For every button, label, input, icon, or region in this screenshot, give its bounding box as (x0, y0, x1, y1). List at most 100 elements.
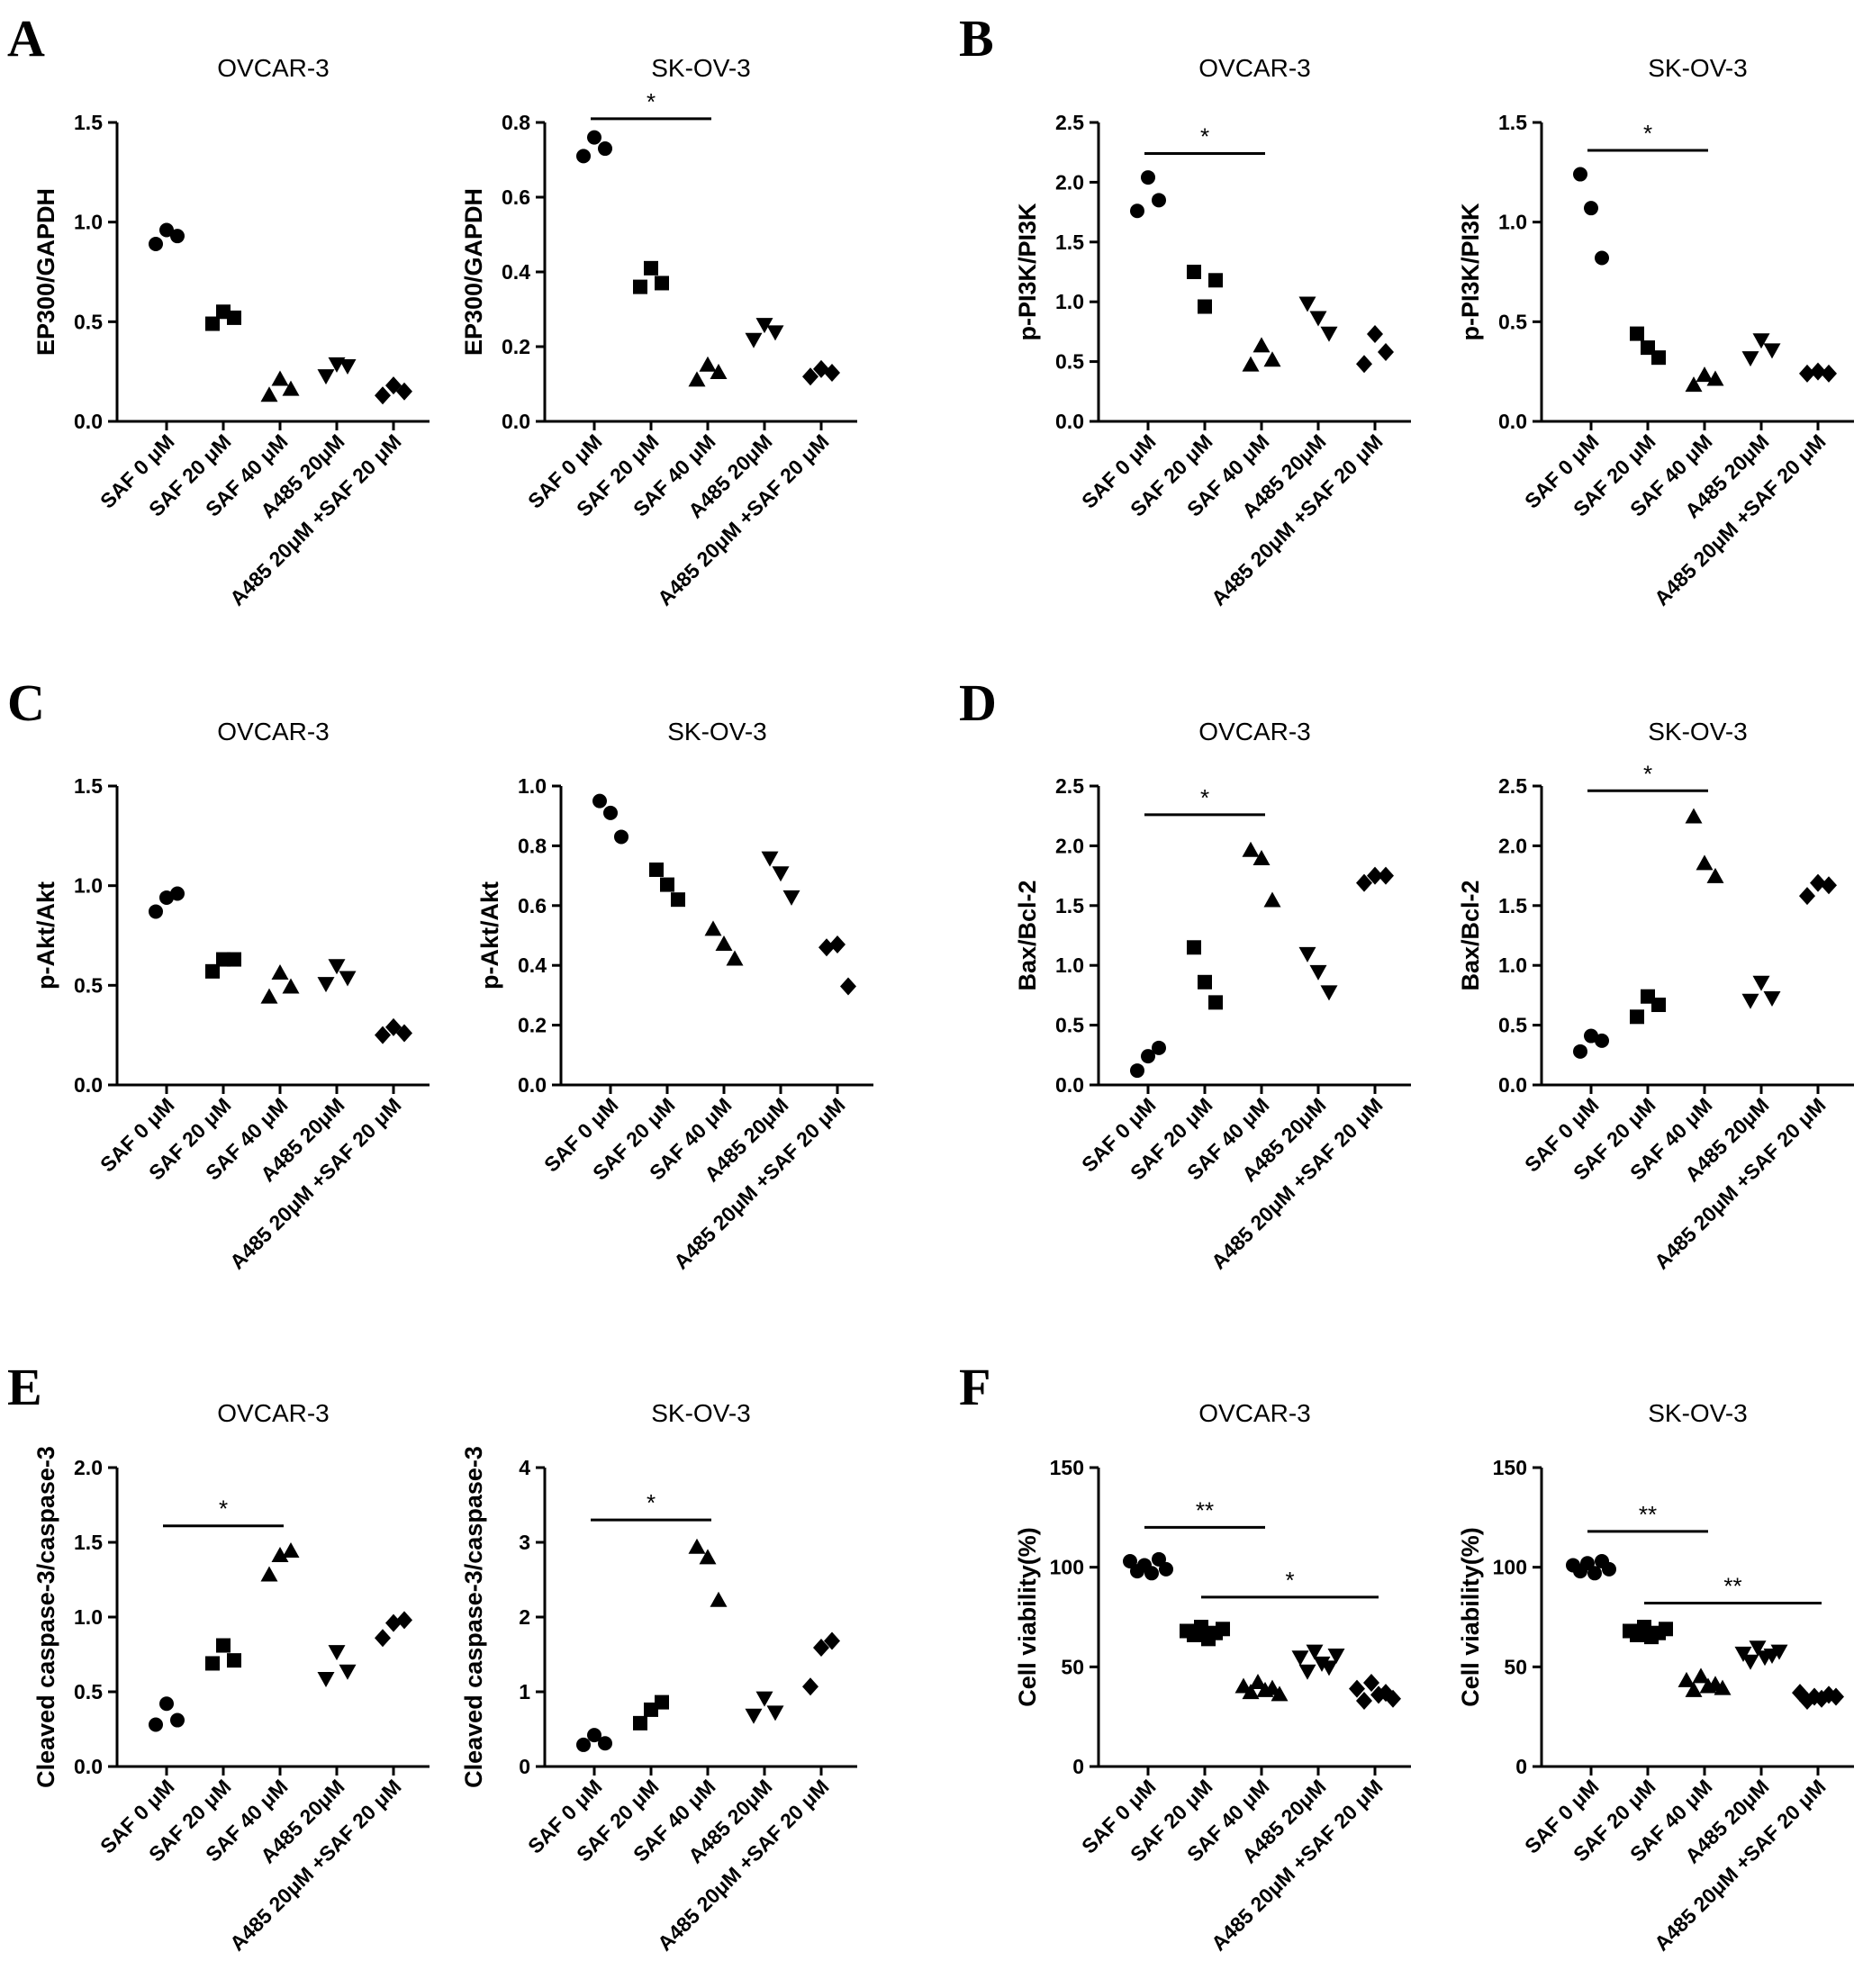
data-point (802, 367, 818, 386)
data-point (1692, 1667, 1710, 1684)
y-tick-label: 2.0 (1055, 834, 1084, 857)
significance-label: * (1643, 760, 1652, 787)
data-point (1595, 1033, 1609, 1048)
data-point (1821, 876, 1837, 895)
y-tick-label: 1.0 (1055, 290, 1084, 313)
significance-label: * (1643, 120, 1652, 147)
data-point (755, 318, 773, 334)
y-tick-label: 0.2 (502, 335, 530, 358)
data-point (813, 1639, 829, 1658)
data-point (1584, 1028, 1598, 1044)
y-tick-label: 3 (519, 1531, 530, 1554)
y-tick-label: 1.0 (1498, 211, 1527, 234)
data-point (1378, 866, 1394, 885)
chart-title: SK-OV-3 (1648, 1399, 1747, 1427)
data-point (1356, 1691, 1372, 1710)
data-point (1208, 995, 1223, 1010)
panel-letter-e: E (7, 1358, 42, 1416)
data-point (1810, 873, 1826, 892)
data-point (385, 1613, 402, 1632)
data-point (1741, 993, 1759, 1009)
data-point (1152, 1551, 1166, 1567)
data-point (1363, 1674, 1379, 1693)
data-point (205, 963, 220, 979)
data-point (660, 877, 674, 892)
y-tick-label: 1.0 (1498, 953, 1527, 977)
y-tick-label: 0.5 (1055, 1014, 1084, 1037)
data-point (671, 892, 685, 908)
y-axis-label: p-PI3K/PI3K (1014, 203, 1041, 341)
y-tick-label: 2 (519, 1605, 530, 1629)
data-point (1327, 1649, 1345, 1665)
data-point (1144, 1566, 1159, 1581)
data-point (170, 229, 185, 244)
y-tick-label: 2.5 (1055, 111, 1084, 134)
y-axis-label: Cleaved caspase-3/caspase-3 (32, 1446, 59, 1788)
data-point (1714, 1679, 1732, 1695)
data-point (1130, 1063, 1144, 1079)
data-point (704, 920, 722, 936)
data-point (1249, 1674, 1267, 1690)
y-tick-label: 2.0 (1498, 834, 1527, 857)
data-point (1659, 1622, 1673, 1637)
data-point (1678, 1671, 1696, 1687)
data-point (1799, 364, 1815, 383)
data-point (1799, 887, 1815, 906)
panel-letter-a: A (7, 9, 45, 68)
data-point (1242, 841, 1260, 857)
data-point (1152, 193, 1166, 208)
y-tick-label: 2.0 (1055, 170, 1084, 194)
data-point (1130, 203, 1144, 219)
y-tick-label: 0.5 (74, 973, 103, 997)
y-tick-label: 0.4 (502, 260, 530, 284)
y-axis-label: Bax/Bcl-2 (1457, 880, 1484, 990)
data-point (170, 886, 185, 901)
y-tick-label: 0.2 (518, 1014, 547, 1037)
data-point (149, 904, 163, 919)
data-point (1587, 1566, 1602, 1581)
data-point (1298, 296, 1316, 312)
y-axis-label: EP300/GAPDH (460, 188, 487, 356)
chart-title: SK-OV-3 (1648, 54, 1747, 82)
y-axis-label: Cell viability(%) (1457, 1527, 1484, 1707)
chart-title: OVCAR-3 (1198, 1399, 1310, 1427)
data-point (1385, 1689, 1401, 1708)
data-point (1253, 337, 1271, 353)
data-point (726, 950, 744, 966)
significance-label: ** (1723, 1573, 1741, 1600)
y-tick-label: 0.8 (502, 111, 530, 134)
data-point (576, 1737, 591, 1752)
data-point (1763, 343, 1781, 359)
y-tick-label: 0 (1515, 1755, 1527, 1778)
data-point (755, 1691, 773, 1707)
data-point (1253, 850, 1271, 866)
data-point (1685, 376, 1703, 393)
data-point (339, 971, 357, 987)
data-point (655, 276, 669, 291)
data-point (1602, 1561, 1616, 1577)
data-point (1263, 891, 1281, 908)
data-point (1828, 1687, 1844, 1706)
chart-title: OVCAR-3 (1198, 54, 1310, 82)
y-tick-label: 1.0 (74, 874, 103, 898)
data-point (603, 805, 618, 820)
data-point (227, 310, 241, 325)
y-tick-label: 4 (519, 1456, 530, 1479)
data-point (644, 260, 658, 276)
data-point (1584, 201, 1598, 216)
data-point (1580, 1556, 1595, 1571)
data-point (1685, 808, 1703, 824)
y-tick-label: 2.5 (1498, 774, 1527, 798)
panel-letter-c: C (7, 673, 45, 732)
y-tick-label: 0.0 (74, 1755, 103, 1778)
y-tick-label: 0.5 (1498, 1014, 1527, 1037)
significance-label: ** (1196, 1496, 1214, 1523)
data-point (1141, 170, 1155, 185)
data-point (587, 1728, 601, 1743)
